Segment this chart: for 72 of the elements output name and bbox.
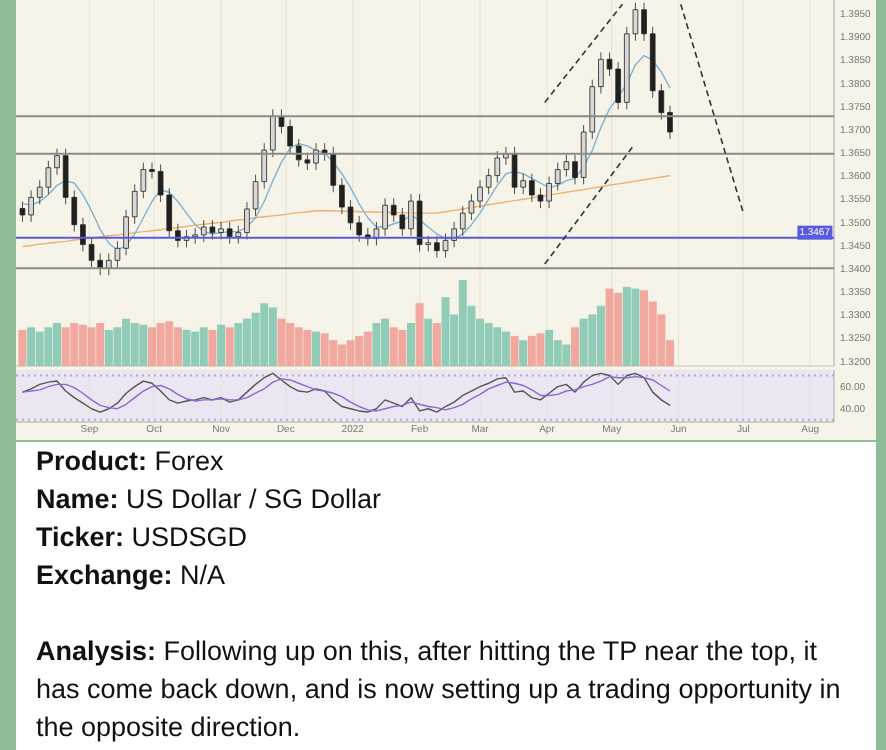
candlestick <box>416 193 423 252</box>
bar <box>484 323 493 366</box>
bar <box>527 335 536 366</box>
bar <box>536 333 545 366</box>
bar <box>493 327 502 366</box>
bar <box>424 318 433 366</box>
bar <box>303 329 312 366</box>
text: Analysis: Following up on this, after hitting the TP near the top, it has come back down, and is now setting up a trading opportunity in the opposite direction. <box>36 636 841 742</box>
bar <box>346 340 355 366</box>
bar <box>260 303 269 366</box>
bar <box>96 323 105 366</box>
bar <box>432 323 441 366</box>
bar <box>165 321 174 366</box>
bar <box>406 323 415 366</box>
bar <box>312 331 321 366</box>
bar <box>277 318 286 366</box>
bar <box>614 292 623 366</box>
bar <box>562 344 571 366</box>
line-series <box>21 174 671 248</box>
bar <box>415 303 424 366</box>
bar <box>579 318 588 366</box>
bar <box>70 323 79 366</box>
bar <box>545 329 554 366</box>
bar <box>510 335 519 366</box>
bar <box>173 327 182 366</box>
bar <box>458 280 467 366</box>
bar <box>398 329 407 366</box>
bar <box>571 327 579 366</box>
bar <box>225 327 234 366</box>
candlestick <box>226 221 233 245</box>
bar <box>519 340 528 366</box>
bar <box>640 290 649 366</box>
bar <box>27 327 36 366</box>
bar <box>268 307 277 366</box>
bar <box>182 329 191 366</box>
line-series <box>21 54 671 251</box>
bar <box>208 329 217 366</box>
bar <box>156 323 165 366</box>
bar <box>44 327 53 366</box>
bar <box>363 331 372 366</box>
text: Ticker: USDSGD <box>36 522 248 552</box>
bar <box>631 288 640 366</box>
bar <box>139 324 148 366</box>
text: Name: US Dollar / SG Dollar <box>36 484 382 514</box>
candlestick <box>511 146 518 195</box>
text: Product: Forex <box>36 446 224 476</box>
bar <box>217 324 226 366</box>
bar <box>199 327 208 366</box>
bar <box>61 327 70 366</box>
bar <box>87 327 96 366</box>
bar <box>35 331 44 366</box>
bar <box>130 323 139 366</box>
bar <box>113 327 122 366</box>
candlestick <box>200 219 207 243</box>
bar <box>355 335 364 366</box>
bar <box>329 340 338 366</box>
bar <box>294 327 303 366</box>
candlestick <box>209 219 216 240</box>
bar <box>605 288 614 366</box>
bar <box>191 331 200 366</box>
bar <box>234 323 243 366</box>
text: Exchange: N/A <box>36 560 226 590</box>
bar <box>622 286 631 366</box>
bar <box>441 297 450 366</box>
bar <box>18 329 27 366</box>
bar <box>588 314 597 366</box>
bar <box>320 333 329 366</box>
bar <box>372 323 381 366</box>
bar <box>389 327 398 366</box>
bar <box>501 331 510 366</box>
bar <box>596 305 605 366</box>
bar <box>104 329 113 366</box>
